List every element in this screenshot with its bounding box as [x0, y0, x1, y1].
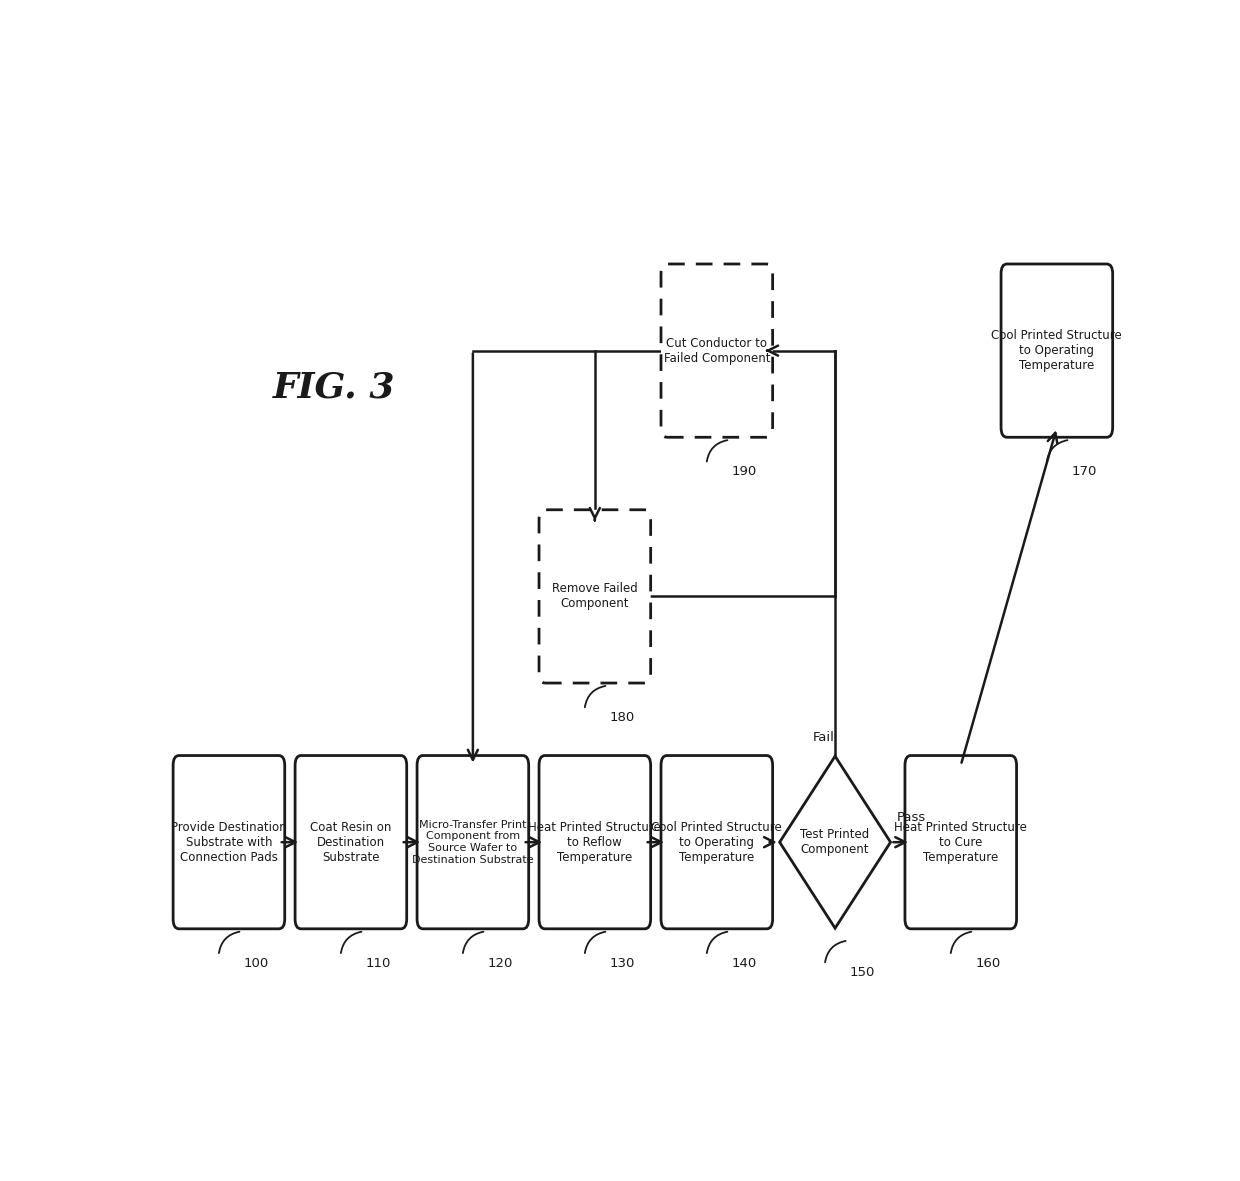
FancyBboxPatch shape	[539, 756, 651, 928]
FancyBboxPatch shape	[174, 756, 285, 928]
FancyBboxPatch shape	[661, 265, 773, 437]
Text: 130: 130	[610, 957, 635, 970]
Text: Test Printed
Component: Test Printed Component	[801, 828, 869, 856]
Text: 170: 170	[1071, 465, 1097, 478]
FancyBboxPatch shape	[295, 756, 407, 928]
Text: 140: 140	[732, 957, 756, 970]
Text: 190: 190	[732, 465, 756, 478]
Text: 100: 100	[244, 957, 269, 970]
FancyBboxPatch shape	[1001, 265, 1112, 437]
Text: 150: 150	[849, 966, 875, 979]
Text: Heat Printed Structure
to Reflow
Temperature: Heat Printed Structure to Reflow Tempera…	[528, 821, 661, 863]
Text: Coat Resin on
Destination
Substrate: Coat Resin on Destination Substrate	[310, 821, 392, 863]
Text: 160: 160	[976, 957, 1001, 970]
Text: Heat Printed Structure
to Cure
Temperature: Heat Printed Structure to Cure Temperatu…	[894, 821, 1027, 863]
FancyBboxPatch shape	[661, 756, 773, 928]
Text: Cut Conductor to
Failed Component: Cut Conductor to Failed Component	[663, 337, 770, 365]
Text: 120: 120	[487, 957, 513, 970]
FancyBboxPatch shape	[417, 756, 528, 928]
Text: Provide Destination
Substrate with
Connection Pads: Provide Destination Substrate with Conne…	[171, 821, 286, 863]
Text: Micro-Transfer Print
Component from
Source Wafer to
Destination Substrate: Micro-Transfer Print Component from Sour…	[412, 820, 533, 864]
Polygon shape	[780, 756, 890, 928]
FancyBboxPatch shape	[905, 756, 1017, 928]
Text: 180: 180	[610, 711, 635, 724]
Text: Cool Printed Structure
to Operating
Temperature: Cool Printed Structure to Operating Temp…	[992, 329, 1122, 372]
Text: Cool Printed Structure
to Operating
Temperature: Cool Printed Structure to Operating Temp…	[651, 821, 782, 863]
Text: Fail: Fail	[813, 731, 835, 744]
Text: 110: 110	[366, 957, 391, 970]
Text: Pass: Pass	[897, 810, 926, 823]
Text: Remove Failed
Component: Remove Failed Component	[552, 582, 637, 611]
Text: FIG. 3: FIG. 3	[273, 371, 396, 405]
FancyBboxPatch shape	[539, 510, 651, 683]
